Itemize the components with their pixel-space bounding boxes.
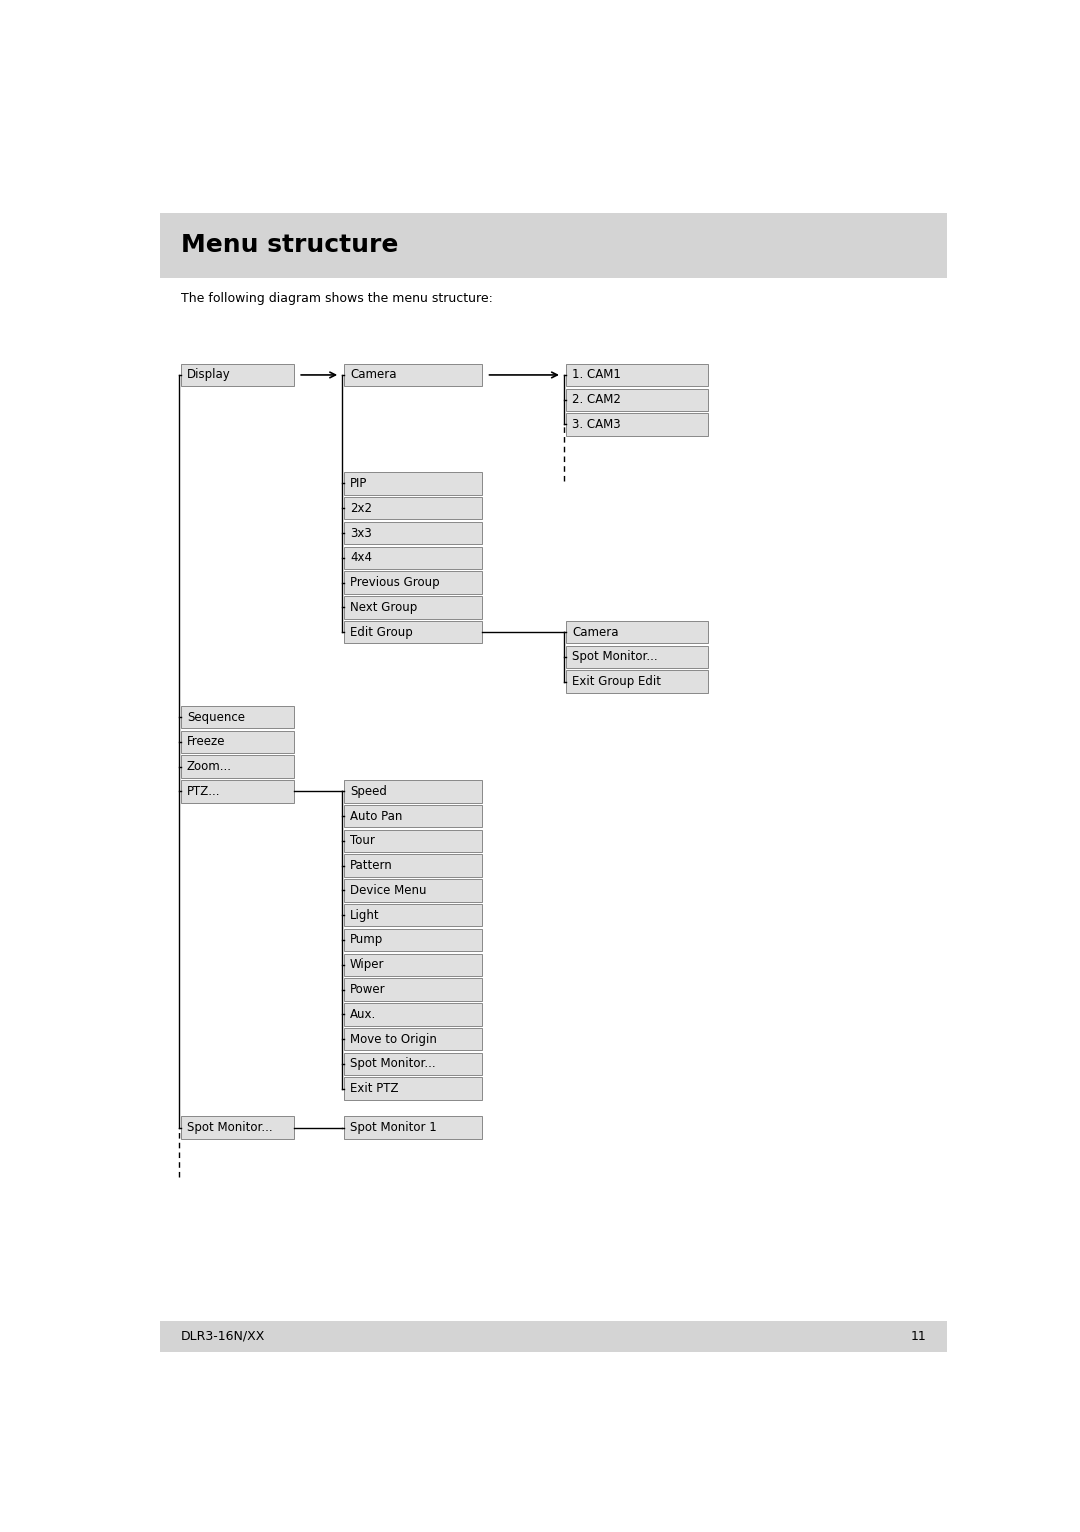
FancyBboxPatch shape — [566, 363, 708, 386]
FancyBboxPatch shape — [345, 363, 483, 386]
Text: Previous Group: Previous Group — [350, 576, 440, 590]
Text: Next Group: Next Group — [350, 601, 417, 614]
Text: 2. CAM2: 2. CAM2 — [572, 394, 621, 406]
Text: Menu structure: Menu structure — [181, 233, 399, 257]
Text: Camera: Camera — [350, 368, 396, 381]
FancyBboxPatch shape — [345, 780, 483, 803]
FancyBboxPatch shape — [566, 645, 708, 668]
Text: Camera: Camera — [572, 625, 619, 639]
Text: Spot Monitor...: Spot Monitor... — [572, 651, 658, 663]
Text: Speed: Speed — [350, 784, 387, 798]
Text: Aux.: Aux. — [350, 1008, 376, 1020]
FancyBboxPatch shape — [345, 979, 483, 1000]
FancyBboxPatch shape — [345, 547, 483, 568]
FancyBboxPatch shape — [345, 953, 483, 976]
FancyBboxPatch shape — [160, 1321, 947, 1351]
FancyBboxPatch shape — [566, 414, 708, 435]
FancyBboxPatch shape — [345, 830, 483, 852]
Text: Light: Light — [350, 908, 380, 922]
FancyBboxPatch shape — [345, 804, 483, 827]
FancyBboxPatch shape — [345, 928, 483, 951]
FancyBboxPatch shape — [160, 213, 947, 279]
Text: The following diagram shows the menu structure:: The following diagram shows the menu str… — [181, 291, 492, 305]
Text: Power: Power — [350, 984, 386, 996]
Text: Spot Monitor 1: Spot Monitor 1 — [350, 1121, 436, 1134]
Text: 2x2: 2x2 — [350, 502, 373, 515]
FancyBboxPatch shape — [345, 879, 483, 902]
Text: 4x4: 4x4 — [350, 552, 373, 564]
Text: Zoom...: Zoom... — [187, 760, 232, 774]
Text: DLR3-16N/XX: DLR3-16N/XX — [181, 1330, 266, 1344]
Text: Spot Monitor...: Spot Monitor... — [350, 1057, 435, 1071]
FancyBboxPatch shape — [345, 1028, 483, 1051]
Text: Pattern: Pattern — [350, 859, 393, 872]
Text: Tour: Tour — [350, 835, 375, 847]
Text: Auto Pan: Auto Pan — [350, 809, 403, 823]
FancyBboxPatch shape — [566, 389, 708, 411]
Text: Freeze: Freeze — [187, 735, 226, 748]
Text: Spot Monitor...: Spot Monitor... — [187, 1121, 272, 1134]
Text: Exit PTZ: Exit PTZ — [350, 1082, 399, 1095]
FancyBboxPatch shape — [345, 904, 483, 927]
Text: Sequence: Sequence — [187, 711, 245, 723]
FancyBboxPatch shape — [181, 731, 294, 754]
FancyBboxPatch shape — [345, 620, 483, 643]
Text: PTZ...: PTZ... — [187, 784, 220, 798]
Text: Pump: Pump — [350, 933, 383, 947]
FancyBboxPatch shape — [181, 1117, 294, 1138]
Text: Move to Origin: Move to Origin — [350, 1033, 437, 1045]
FancyBboxPatch shape — [181, 755, 294, 778]
Text: 11: 11 — [910, 1330, 926, 1344]
FancyBboxPatch shape — [345, 1077, 483, 1100]
FancyBboxPatch shape — [345, 855, 483, 876]
Text: Exit Group Edit: Exit Group Edit — [572, 676, 661, 688]
Text: 3. CAM3: 3. CAM3 — [572, 418, 621, 430]
Text: 3x3: 3x3 — [350, 527, 372, 539]
FancyBboxPatch shape — [566, 671, 708, 692]
FancyBboxPatch shape — [345, 496, 483, 519]
Text: PIP: PIP — [350, 476, 367, 490]
FancyBboxPatch shape — [181, 780, 294, 803]
FancyBboxPatch shape — [345, 472, 483, 495]
FancyBboxPatch shape — [566, 620, 708, 643]
FancyBboxPatch shape — [181, 706, 294, 728]
FancyBboxPatch shape — [345, 1003, 483, 1025]
Text: Display: Display — [187, 368, 231, 381]
FancyBboxPatch shape — [345, 1052, 483, 1075]
FancyBboxPatch shape — [181, 363, 294, 386]
Text: Device Menu: Device Menu — [350, 884, 427, 896]
Text: Edit Group: Edit Group — [350, 625, 413, 639]
FancyBboxPatch shape — [345, 596, 483, 619]
FancyBboxPatch shape — [345, 1117, 483, 1138]
Text: Wiper: Wiper — [350, 958, 384, 971]
FancyBboxPatch shape — [345, 571, 483, 594]
Text: 1. CAM1: 1. CAM1 — [572, 368, 621, 381]
FancyBboxPatch shape — [345, 522, 483, 544]
